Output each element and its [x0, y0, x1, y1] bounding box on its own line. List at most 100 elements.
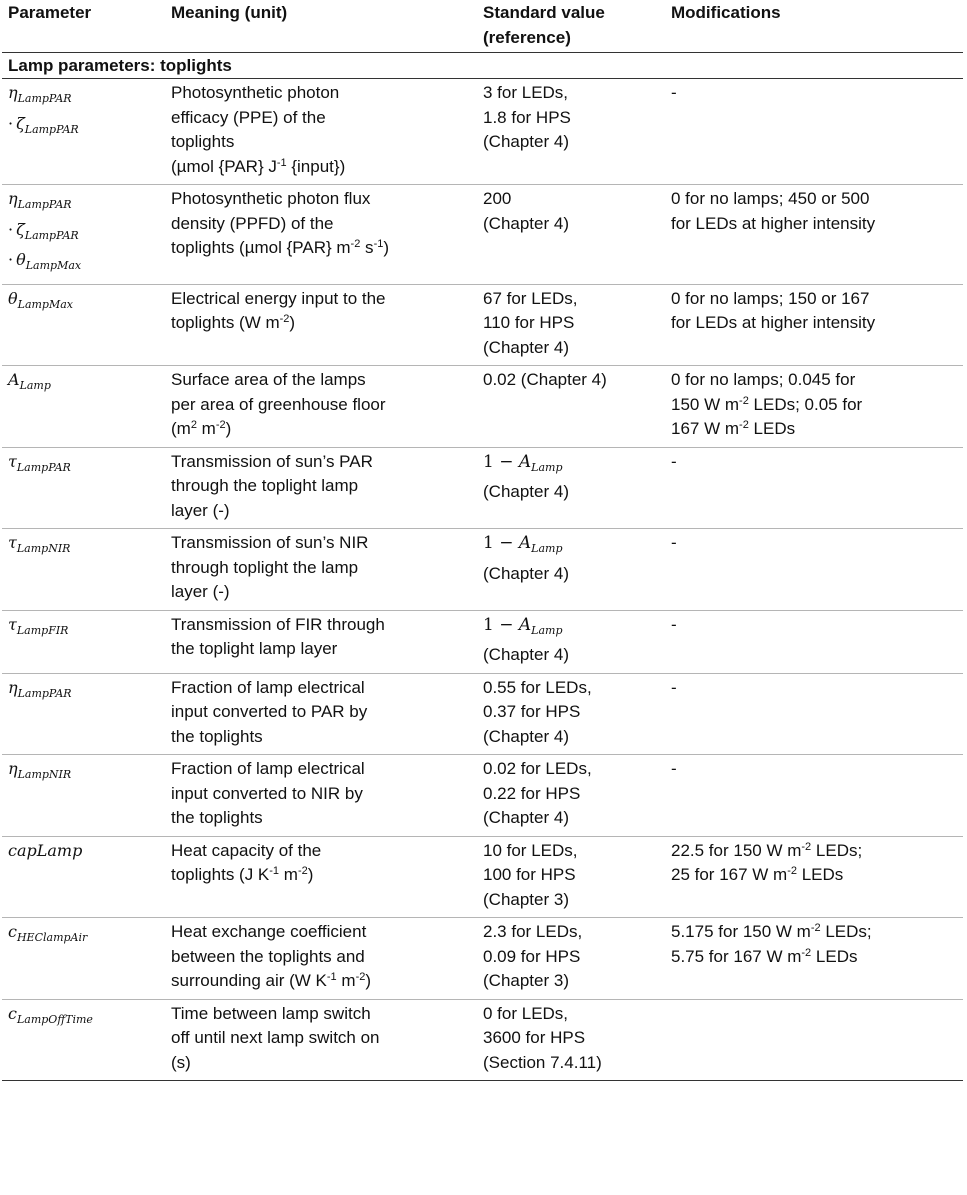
table-header-row: Parameter Meaning (unit) Standard value …: [2, 0, 963, 53]
table-title: Lamp parameters: toplights: [2, 52, 963, 79]
standard-value: 67 for LEDs, 110 for HPS (Chapter 4): [477, 284, 665, 366]
meaning-line: through the toplight lamp: [171, 476, 359, 495]
standard-value: 2.3 for LEDs, 0.09 for HPS (Chapter 3): [477, 917, 665, 1000]
modification-line: 5.175 for 150 W m-2 LEDs;: [671, 922, 872, 941]
standard-line: 1.8 for HPS: [483, 107, 571, 127]
modification-line: -: [671, 533, 677, 552]
meaning-line: the toplight lamp layer: [171, 639, 338, 658]
table-row: ηLampNIR Fraction of lamp electrical input…: [2, 754, 963, 837]
symbol-line: capLamp: [8, 839, 159, 864]
modification-line: -: [671, 451, 677, 471]
standard-line: 67 for LEDs,: [483, 288, 578, 308]
symbol-subscript: LampPAR: [24, 122, 79, 136]
symbol-line: ηLampPAR: [8, 187, 159, 218]
parameter-meaning: Photosynthetic photon efficacy (PPE) of t…: [165, 78, 477, 185]
symbol-base: η: [8, 677, 18, 697]
meaning-line: layer (-): [171, 500, 230, 520]
table-row: τLampFIR Transmission of FIR through the t…: [2, 610, 963, 674]
math-subscript: Lamp: [531, 460, 563, 474]
table-row: capLamp Heat capacity of the toplights (J …: [2, 836, 963, 918]
meaning-line: Fraction of lamp electrical: [171, 759, 365, 778]
symbol-subscript: LampOffTime: [16, 1012, 93, 1026]
parameter-meaning: Transmission of FIR through the toplight …: [165, 610, 477, 674]
symbol-line: τLampFIR: [8, 613, 159, 644]
standard-line: 0.37 for HPS: [483, 702, 581, 721]
symbol-base: θ: [8, 288, 18, 308]
parameter-meaning: Heat exchange coefficient between the top…: [165, 917, 477, 1000]
parameter-symbol: capLamp: [2, 836, 165, 918]
meaning-line: Photosynthetic photon flux: [171, 189, 371, 208]
symbol-prefix: ·: [8, 113, 14, 133]
symbol-base: ζ: [16, 113, 25, 133]
meaning-line: efficacy (PPE) of the: [171, 107, 326, 127]
parameter-meaning: Time between lamp switch off until next l…: [165, 999, 477, 1081]
header-meaning: Meaning (unit): [165, 0, 477, 53]
standard-value: 200 (Chapter 4): [477, 184, 665, 285]
parameter-meaning: Heat capacity of the toplights (J K-1 m-2…: [165, 836, 477, 918]
symbol-line: ηLampPAR: [8, 81, 159, 112]
table-row: ALamp Surface area of the lamps per area o…: [2, 365, 963, 448]
lamp-parameters-document: Lamp parameters: toplights Parameter Mea…: [2, 0, 963, 1081]
parameter-symbol: ηLampNIR: [2, 754, 165, 837]
meaning-line: the toplights: [171, 808, 263, 827]
standard-line: 100 for HPS: [483, 865, 576, 884]
meaning-line: off until next lamp switch on: [171, 1028, 380, 1047]
meaning-line: Heat capacity of the: [171, 840, 322, 860]
standard-line: 3600 for HPS: [483, 1028, 586, 1047]
table-row: τLampNIR Transmission of sun’s NIR through…: [2, 528, 963, 611]
symbol-base: A: [8, 370, 20, 389]
meaning-line: (s): [171, 1052, 191, 1072]
standard-line: 0.22 for HPS: [483, 783, 581, 803]
standard-line: 110 for HPS: [483, 313, 575, 332]
symbol-subscript: LampNIR: [16, 542, 71, 555]
meaning-line: the toplights: [171, 726, 263, 746]
standard-math: 1 − ALamp: [483, 450, 659, 481]
parameter-meaning: Transmission of sun’s NIR through topligh…: [165, 528, 477, 611]
standard-line: (Section 7.4.11): [483, 1052, 602, 1072]
header-modifications: Modifications: [665, 0, 963, 53]
symbol-subscript: LampFIR: [16, 623, 69, 637]
symbol-line: θLampMax: [8, 287, 159, 318]
standard-value: 10 for LEDs, 100 for HPS (Chapter 3): [477, 836, 665, 918]
parameter-symbol: ALamp: [2, 365, 165, 448]
symbol-subscript: LampPAR: [16, 460, 71, 474]
modifications: -: [665, 528, 963, 611]
header-standard-line2: (reference): [483, 27, 571, 47]
symbol-base: θ: [16, 250, 26, 269]
parameter-symbol: τLampNIR: [2, 528, 165, 611]
parameter-symbol: ηLampPAR · ζLampPAR: [2, 78, 165, 185]
standard-line: 0.55 for LEDs,: [483, 677, 592, 697]
meaning-line: input converted to PAR by: [171, 702, 368, 721]
modifications: -: [665, 754, 963, 837]
modification-line: 167 W m-2 LEDs: [671, 419, 796, 438]
standard-line: 10 for LEDs,: [483, 840, 578, 860]
symbol-base: ζ: [16, 219, 25, 239]
parameter-symbol: ηLampPAR: [2, 673, 165, 755]
parameter-meaning: Electrical energy input to the toplights …: [165, 284, 477, 366]
modification-line: -: [671, 614, 677, 634]
symbol-prefix: ·: [8, 219, 14, 239]
standard-value: 1 − ALamp (Chapter 4): [477, 447, 665, 529]
modifications: -: [665, 610, 963, 674]
parameter-symbol: τLampPAR: [2, 447, 165, 529]
modification-line: 25 for 167 W m-2 LEDs: [671, 865, 844, 884]
standard-line: 200: [483, 189, 512, 208]
math-subscript: Lamp: [531, 542, 563, 555]
symbol-line: ηLampPAR: [8, 676, 159, 707]
symbol-subscript: LampMax: [25, 259, 82, 272]
meaning-line: (µmol {PAR} J-1 {input}): [171, 156, 346, 176]
meaning-line: through toplight the lamp: [171, 557, 359, 577]
symbol-prefix: ·: [8, 250, 14, 269]
modification-line: 22.5 for 150 W m-2 LEDs;: [671, 840, 863, 860]
parameter-meaning: Photosynthetic photon flux density (PPFD)…: [165, 184, 477, 285]
symbol-base: τ: [8, 614, 17, 634]
standard-value: 0.55 for LEDs, 0.37 for HPS (Chapter 4): [477, 673, 665, 755]
parameter-symbol: cLampOffTime: [2, 999, 165, 1081]
symbol-base: c: [8, 1003, 17, 1023]
symbol-base: η: [8, 83, 18, 102]
meaning-line: surrounding air (W K-1 m-2): [171, 971, 372, 990]
meaning-line: (m2 m-2): [171, 419, 232, 438]
meaning-line: Fraction of lamp electrical: [171, 677, 365, 697]
meaning-line: toplights (W m-2): [171, 313, 296, 332]
meaning-line: between the toplights and: [171, 946, 365, 966]
